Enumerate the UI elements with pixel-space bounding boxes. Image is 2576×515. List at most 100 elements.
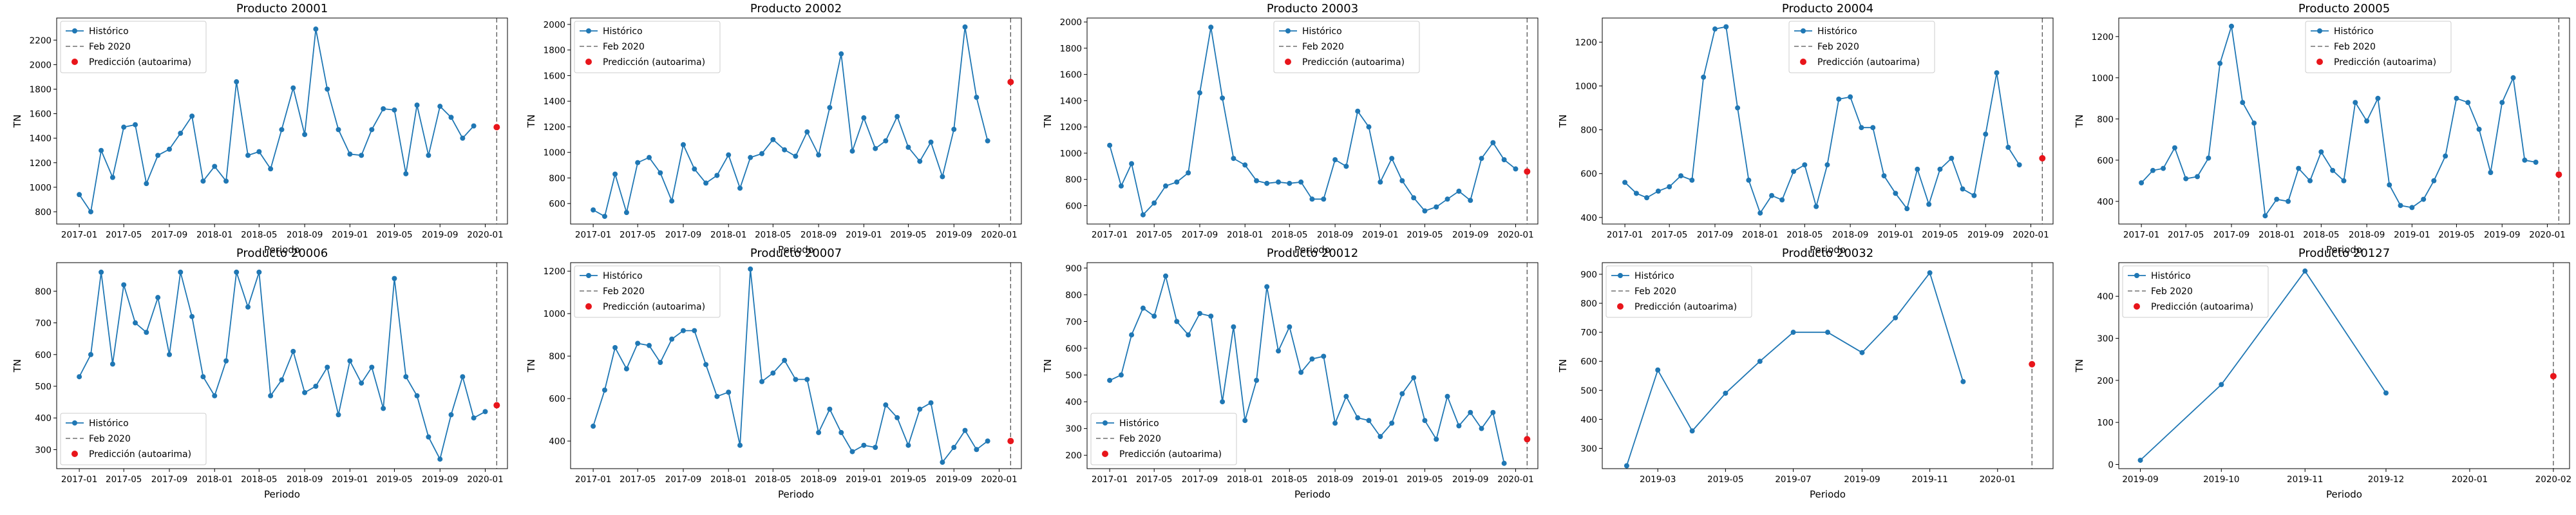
legend-feb-label: Feb 2020 (2334, 42, 2376, 52)
historico-point (1468, 409, 1473, 415)
legend: Histórico Feb 2020 Predicción (autoarima) (574, 21, 721, 73)
y-tick-label: 400 (35, 413, 52, 424)
historico-point (838, 429, 844, 435)
prediction-point (1007, 79, 1014, 86)
historico-point (392, 107, 397, 113)
x-tick-label: 2017-05 (1651, 230, 1687, 240)
y-tick-label: 200 (1065, 451, 1082, 461)
historico-point (658, 360, 663, 366)
prediction-point (2550, 373, 2557, 380)
x-tick-label: 2019-09 (2122, 474, 2158, 485)
historico-point (703, 362, 709, 368)
y-tick-label: 600 (1065, 201, 1082, 211)
legend-historico-marker (1103, 420, 1108, 426)
y-tick-label: 800 (1065, 175, 1082, 185)
x-tick-label: 2019-01 (1877, 230, 1913, 240)
x-axis-label: Periodo (2326, 489, 2362, 500)
x-tick-label: 2018-01 (1227, 474, 1263, 485)
historico-point (2240, 100, 2246, 106)
historico-point (1309, 356, 1315, 362)
historico-point (1129, 161, 1135, 167)
legend-pred-marker (585, 303, 592, 310)
y-tick-label: 1400 (544, 97, 565, 107)
y-tick-label: 400 (1065, 397, 1082, 407)
y-tick-label: 1800 (1060, 44, 1082, 54)
historico-point (77, 374, 82, 380)
x-tick-label: 2018-09 (1317, 230, 1353, 240)
y-tick-label: 0 (2108, 460, 2114, 470)
x-axis-label: Periodo (264, 244, 300, 256)
historico-point (737, 185, 743, 191)
x-tick-label: 2020-01 (981, 474, 1017, 485)
historico-point (234, 269, 240, 275)
x-tick-label: 2018-09 (800, 230, 837, 240)
historico-point (692, 328, 697, 333)
x-tick-label: 2020-01 (1980, 474, 2016, 485)
y-tick-label: 700 (1065, 317, 1082, 327)
historico-point (873, 445, 878, 451)
plot-frame (570, 17, 1022, 225)
historico-series-line (592, 26, 989, 218)
historico-point (782, 147, 788, 153)
x-tick-label: 2019-12 (2368, 474, 2404, 485)
historico-point (1479, 426, 1484, 431)
historico-point (167, 146, 172, 152)
historico-point (109, 174, 115, 180)
prediction-point (2039, 154, 2046, 162)
x-axis-label: Periodo (1810, 489, 1846, 500)
x-tick-label: 2019-09 (422, 474, 458, 485)
historico-point (482, 409, 488, 415)
x-tick-label: 2018-05 (1786, 230, 1823, 240)
x-tick-label: 2019-05 (890, 474, 926, 485)
historico-point (1220, 399, 1226, 405)
historico-point (2219, 382, 2224, 388)
x-tick-label: 2019-01 (1362, 230, 1398, 240)
x-tick-label: 2019-01 (2394, 230, 2430, 240)
historico-point (1107, 377, 1113, 383)
historico-point (1655, 188, 1661, 194)
historico-point (1434, 436, 1439, 442)
legend-historico-marker (586, 28, 591, 33)
historico-point (1960, 186, 1965, 192)
historico-point (2206, 155, 2211, 161)
historico-point (2286, 198, 2291, 204)
historico-point (770, 370, 776, 376)
historico-point (928, 400, 934, 406)
historico-point (2454, 95, 2459, 101)
y-tick-label: 300 (1580, 444, 1597, 454)
historico-series-line (2141, 26, 2536, 218)
historico-point (290, 85, 296, 91)
historico-point (1197, 310, 1202, 316)
x-tick-label: 2018-05 (755, 474, 791, 485)
x-axis-label: Periodo (264, 489, 300, 500)
historico-point (2398, 203, 2403, 209)
historico-point (2409, 205, 2415, 211)
legend-feb-label: Feb 2020 (1634, 286, 1676, 297)
y-tick-label: 1600 (544, 71, 565, 81)
x-tick-label: 2020-01 (467, 230, 503, 240)
x-tick-label: 2017-09 (1182, 230, 1218, 240)
historico-point (1220, 95, 1226, 101)
legend-box (2305, 21, 2452, 73)
historico-point (1791, 169, 1797, 174)
x-tick-label: 2019-09 (422, 230, 458, 240)
historico-point (347, 151, 353, 157)
historico-point (1444, 196, 1450, 202)
historico-point (1287, 324, 1293, 330)
prediction-point (1524, 436, 1531, 443)
y-tick-label: 800 (549, 351, 565, 362)
historico-point (1490, 409, 1496, 415)
x-tick-label: 2018-05 (241, 474, 277, 485)
legend-historico-marker (1285, 28, 1291, 33)
legend-feb-label: Feb 2020 (603, 42, 645, 52)
historico-point (1186, 170, 1191, 176)
x-tick-label: 2017-05 (1136, 230, 1172, 240)
prediction-point (1524, 168, 1531, 175)
historico-point (974, 95, 980, 100)
historico-point (1321, 196, 1327, 202)
historico-point (1118, 372, 1124, 378)
x-tick-label: 2019-09 (1967, 230, 2003, 240)
legend: Histórico Feb 2020 Predicción (autoarima) (1788, 21, 1935, 73)
historico-point (2499, 100, 2505, 106)
x-tick-label: 2017-09 (151, 474, 187, 485)
